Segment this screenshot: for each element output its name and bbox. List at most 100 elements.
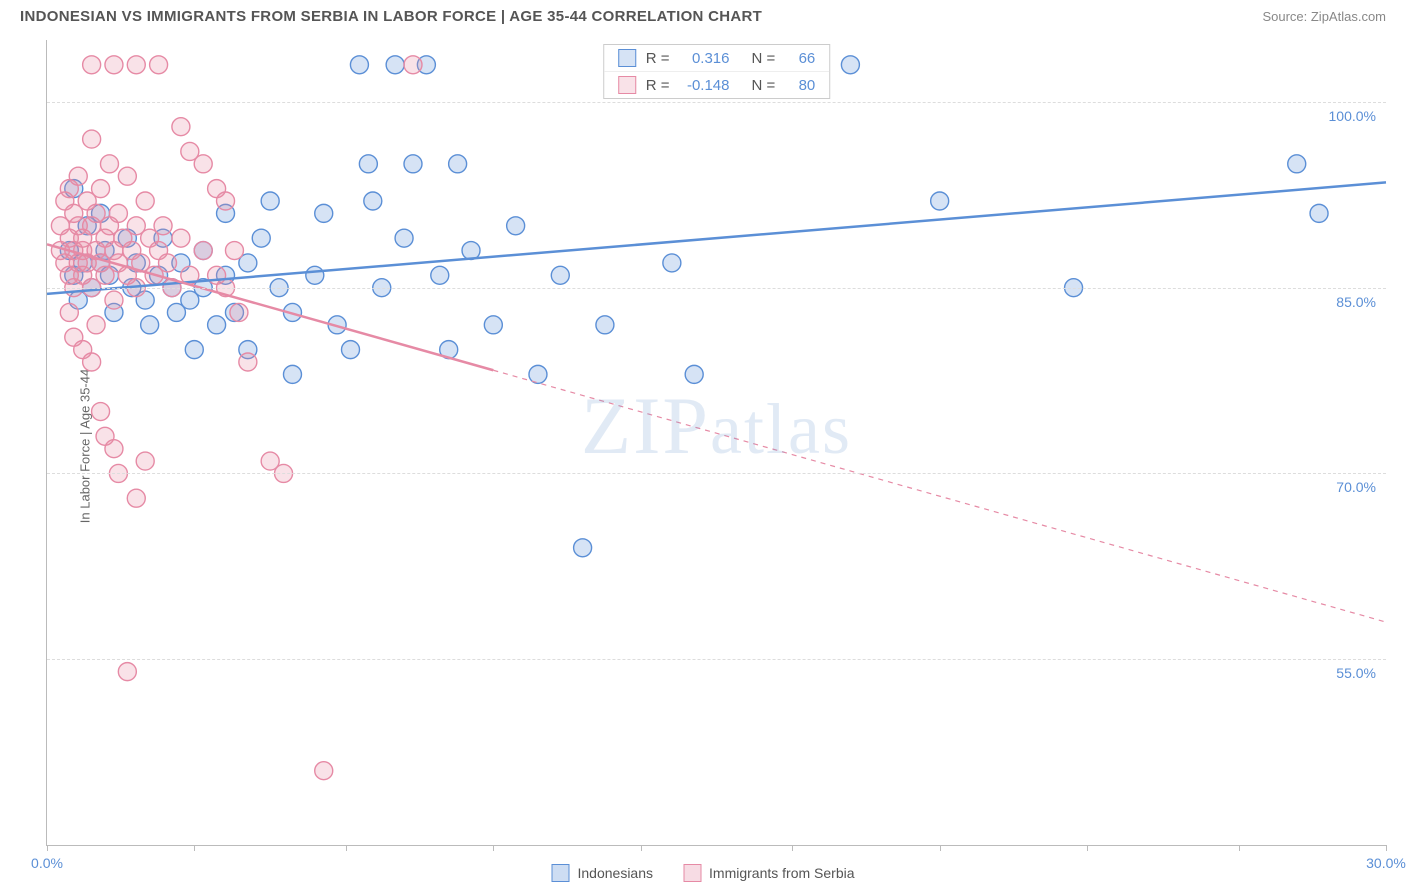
scatter-point [364,192,382,210]
legend-swatch [552,864,570,882]
ytick-label: 85.0% [1336,294,1376,310]
scatter-point [663,254,681,272]
gridline [47,102,1386,103]
scatter-point [118,663,136,681]
xtick [1386,845,1387,851]
chart-plot-area: ZIPatlas R =0.316N =66R =-0.148N =80 55.… [46,40,1386,846]
scatter-point [1288,155,1306,173]
scatter-point [194,155,212,173]
scatter-point [404,56,422,74]
scatter-point [404,155,422,173]
scatter-point [931,192,949,210]
legend-r-label: R = [646,77,670,94]
scatter-point [150,56,168,74]
legend-r-value: -0.148 [680,77,730,94]
scatter-point [83,130,101,148]
scatter-point [261,192,279,210]
scatter-point [118,167,136,185]
gridline [47,659,1386,660]
scatter-point [386,56,404,74]
scatter-point [194,242,212,260]
xtick [641,845,642,851]
scatter-point [395,229,413,247]
legend-swatch [618,76,636,94]
chart-title: INDONESIAN VS IMMIGRANTS FROM SERBIA IN … [20,8,762,25]
scatter-point [141,316,159,334]
gridline [47,288,1386,289]
xtick [1239,845,1240,851]
scatter-point [342,341,360,359]
scatter-point [252,229,270,247]
scatter-point [105,291,123,309]
scatter-point [431,266,449,284]
gridline [47,473,1386,474]
scatter-point [136,452,154,470]
xtick-label: 0.0% [31,855,63,871]
scatter-point [105,56,123,74]
scatter-point [69,167,87,185]
ytick-label: 70.0% [1336,479,1376,495]
scatter-point [283,365,301,383]
scatter-point [449,155,467,173]
legend-label: Immigrants from Serbia [709,865,854,881]
xtick [1087,845,1088,851]
trend-line [47,182,1386,293]
scatter-point [172,118,190,136]
trend-line-dashed [493,370,1386,622]
legend-n-value: 80 [785,77,815,94]
scatter-point [92,403,110,421]
scatter-point [225,242,243,260]
scatter-point [315,762,333,780]
xtick [194,845,195,851]
scatter-point [359,155,377,173]
legend-n-label: N = [752,77,776,94]
scatter-point [230,303,248,321]
scatter-point [529,365,547,383]
scatter-point [239,353,257,371]
scatter-point [154,217,172,235]
legend-label: Indonesians [578,865,654,881]
scatter-point [208,316,226,334]
scatter-point [185,341,203,359]
scatter-point [127,489,145,507]
xtick [346,845,347,851]
xtick [47,845,48,851]
xtick-label: 30.0% [1366,855,1406,871]
xtick [493,845,494,851]
legend-r-value: 0.316 [680,50,730,67]
scatter-point [685,365,703,383]
scatter-point [172,229,190,247]
legend-swatch [618,49,636,67]
scatter-point [507,217,525,235]
scatter-point [92,180,110,198]
ytick-label: 55.0% [1336,665,1376,681]
scatter-point [83,56,101,74]
scatter-point [841,56,859,74]
scatter-point [574,539,592,557]
legend-stats-row: R = -0.148 N = 80 [604,71,830,98]
xtick [792,845,793,851]
scatter-point [596,316,614,334]
scatter-point [306,266,324,284]
scatter-point [83,353,101,371]
scatter-point [136,192,154,210]
scatter-point [105,440,123,458]
scatter-point [350,56,368,74]
scatter-point [484,316,502,334]
legend-n-value: 66 [785,50,815,67]
legend-n-label: N = [752,50,776,67]
scatter-point [100,155,118,173]
scatter-point [109,204,127,222]
legend-swatch [683,864,701,882]
scatter-point [60,303,78,321]
ytick-label: 100.0% [1329,108,1376,124]
series-legend: Indonesians Immigrants from Serbia [552,864,855,882]
scatter-point [87,316,105,334]
xtick [940,845,941,851]
legend-item: Indonesians [552,864,654,882]
scatter-point [217,192,235,210]
legend-item: Immigrants from Serbia [683,864,854,882]
scatter-point [127,56,145,74]
legend-stats-row: R =0.316N =66 [604,45,830,71]
scatter-point [159,254,177,272]
